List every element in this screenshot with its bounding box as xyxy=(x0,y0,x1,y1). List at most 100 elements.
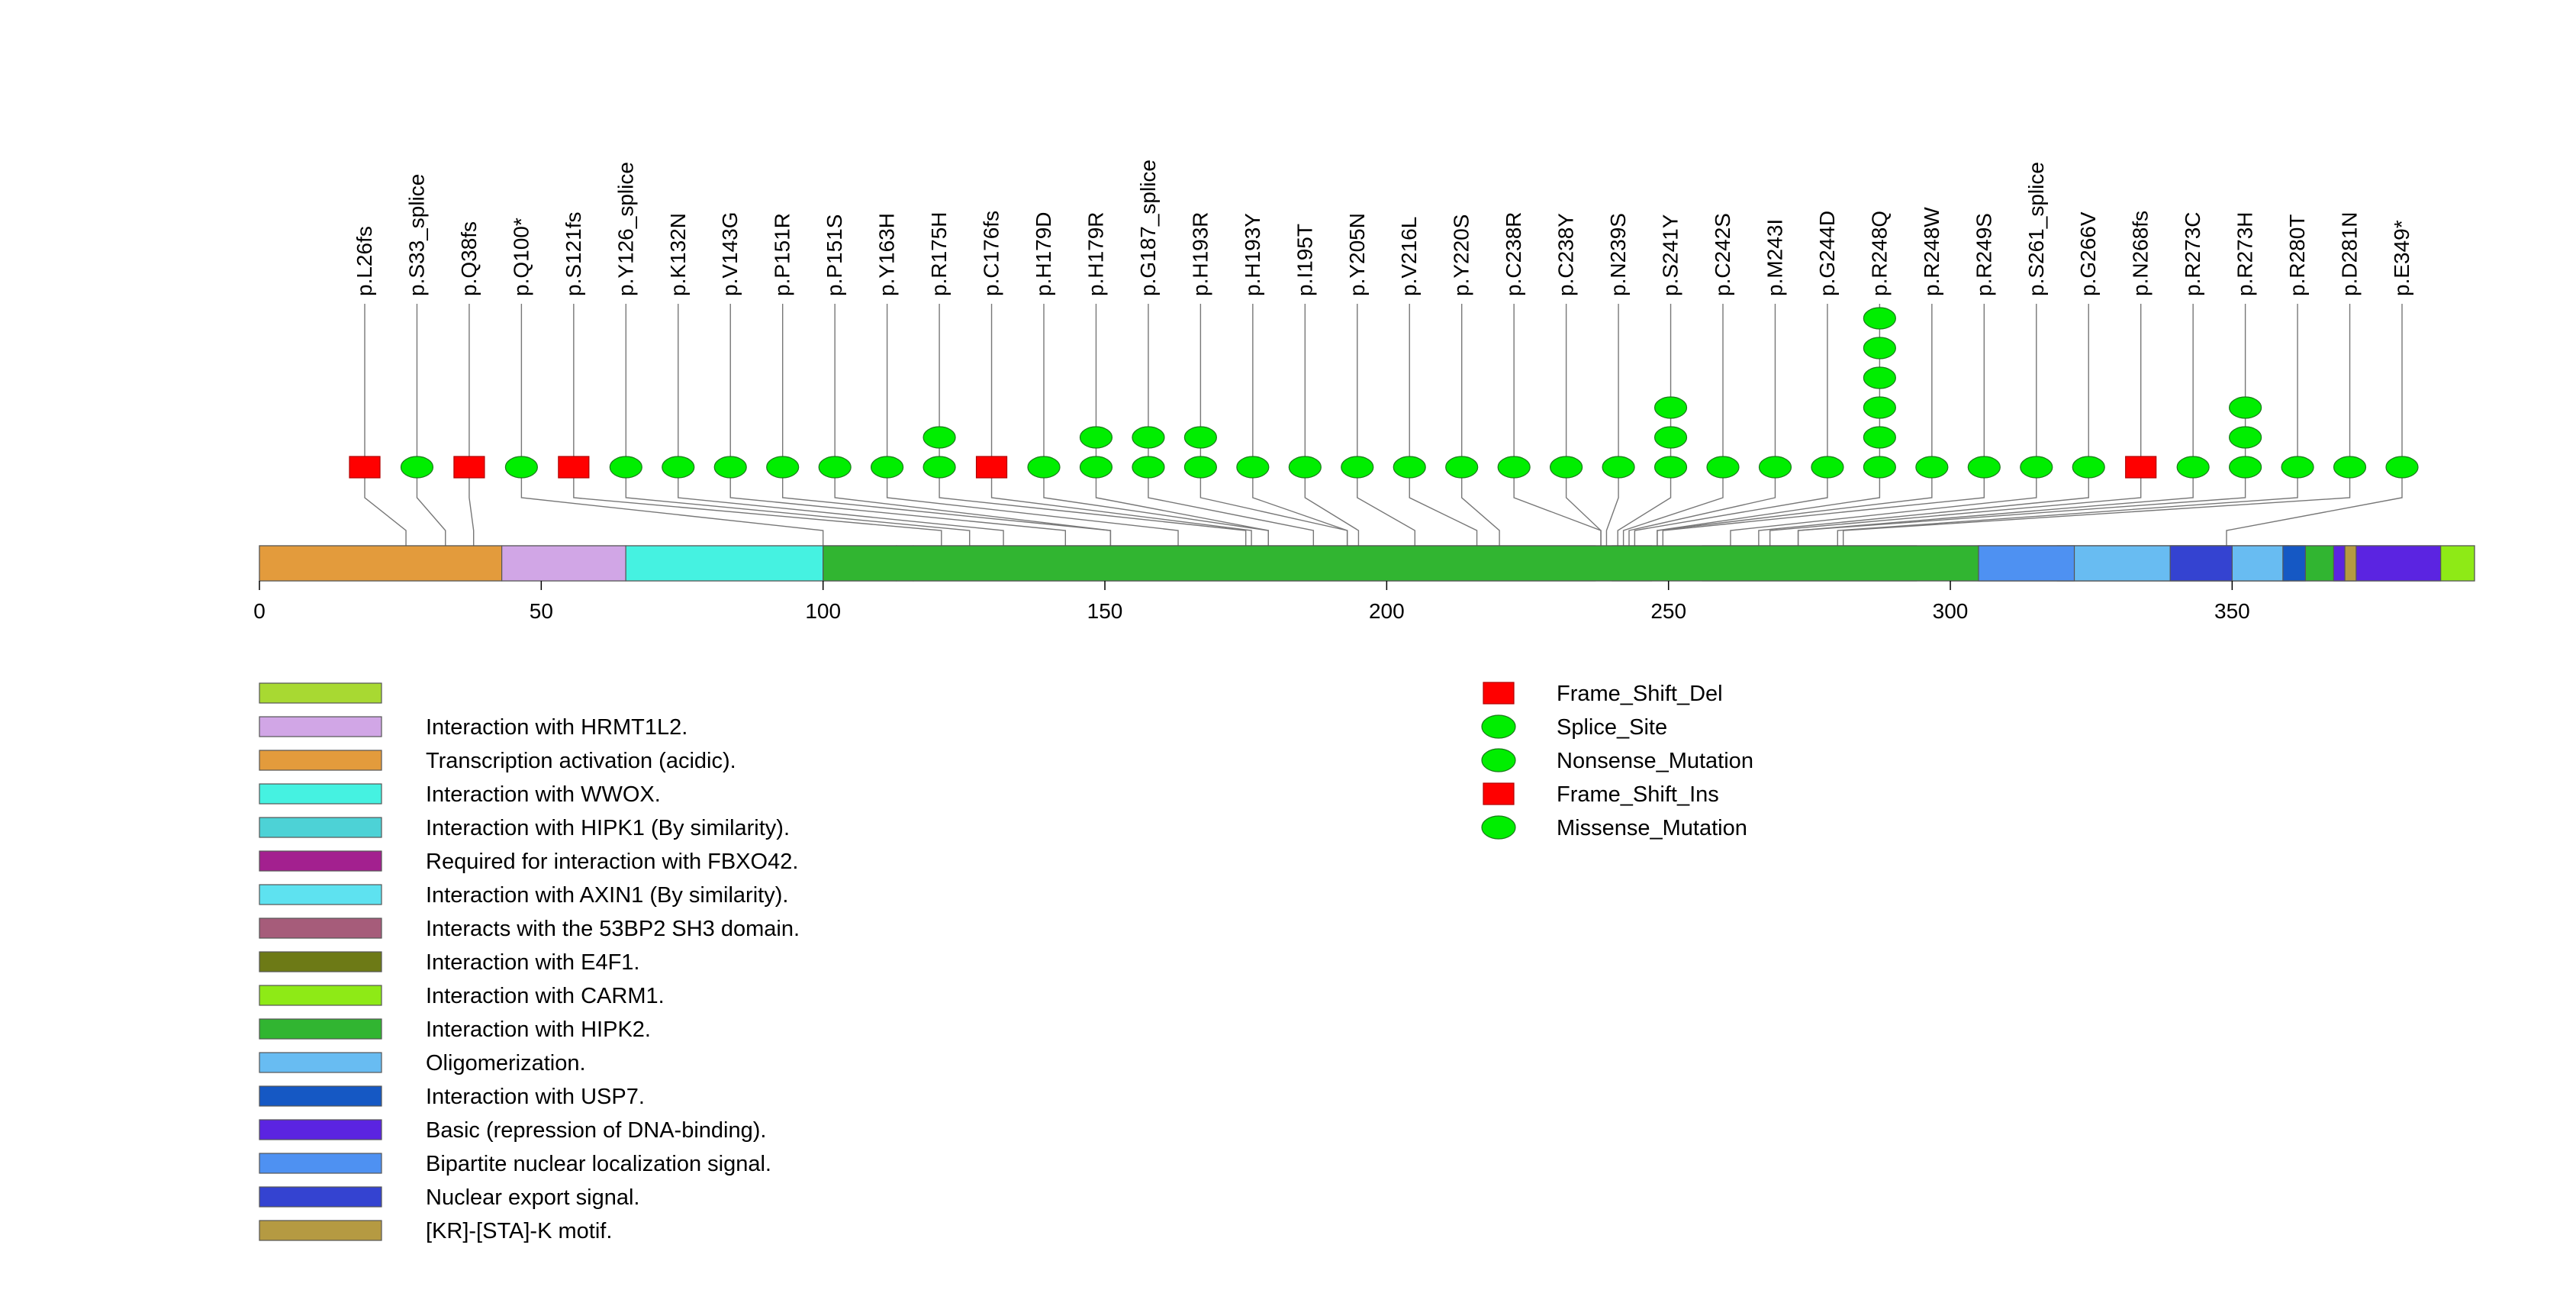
mutation-connector xyxy=(1199,467,1348,546)
mutation-connector xyxy=(625,467,971,546)
legend-label: Interaction with WWOX. xyxy=(426,782,661,807)
mutation-marker xyxy=(1863,456,1896,479)
mutation-connector xyxy=(1628,467,1776,546)
legend-label: Interaction with HIPK1 (By similarity). xyxy=(426,816,790,840)
legend-label: Interacts with the 53BP2 SH3 domain. xyxy=(426,917,800,941)
mutation-marker xyxy=(923,456,956,479)
mutation-label: p.G244D xyxy=(1815,211,1839,296)
mutation-connector xyxy=(1148,467,1315,546)
legend-swatch xyxy=(259,817,382,838)
mutation-marker xyxy=(818,456,852,479)
domain-segment xyxy=(625,545,824,582)
mutation-label: p.S121fs xyxy=(562,211,585,296)
mutation-marker xyxy=(1706,456,1740,479)
mutation-marker xyxy=(1497,456,1531,479)
mutation-marker xyxy=(1183,456,1217,479)
domain-segment xyxy=(2169,545,2233,582)
mutation-label: p.N268fs xyxy=(2129,211,2153,296)
mutation-label: p.P151R xyxy=(771,213,794,296)
mutation-marker xyxy=(2229,396,2262,419)
mutation-label: p.L26fs xyxy=(353,226,376,296)
mutation-marker xyxy=(766,456,800,479)
mutation-connector xyxy=(1460,467,1500,546)
mutation-label: p.P151S xyxy=(823,214,846,296)
legend-label: Basic (repression of DNA-binding). xyxy=(426,1118,766,1143)
mutation-marker xyxy=(1653,396,1688,419)
legend-swatch xyxy=(259,951,382,972)
mutation-connector xyxy=(573,467,942,546)
legend-label: Interaction with HIPK2. xyxy=(426,1017,651,1042)
mutation-marker xyxy=(2229,426,2262,449)
mutation-label: p.R248Q xyxy=(1867,211,1891,296)
legend-label: Bipartite nuclear localization signal. xyxy=(426,1152,771,1176)
domain-segment xyxy=(1978,545,2075,582)
mutation-label: p.S261_splice xyxy=(2024,162,2048,296)
mutation-marker xyxy=(713,456,747,479)
mutation-label: p.C176fs xyxy=(980,211,1003,296)
mutation-marker xyxy=(1079,426,1113,449)
mutation-marker xyxy=(2020,456,2053,479)
legend-swatch xyxy=(259,850,382,872)
legend-label: Frame_Shift_Ins xyxy=(1557,782,1719,807)
legend-label: Missense_Mutation xyxy=(1557,816,1747,840)
mutation-label: p.R175H xyxy=(927,211,951,296)
mutation-marker xyxy=(1027,456,1061,479)
mutation-marker xyxy=(2333,456,2367,479)
x-tick-label: 350 xyxy=(2214,599,2250,623)
mutation-label: p.Y205N xyxy=(1345,213,1369,296)
mutation-marker xyxy=(1863,307,1896,330)
mutation-label: p.R249S xyxy=(1972,213,1995,296)
legend-swatch xyxy=(259,682,382,704)
protein-backbone xyxy=(259,545,2475,582)
mutation-marker xyxy=(1132,456,1165,479)
mutation-label: p.C238Y xyxy=(1554,213,1578,296)
mutation-connector xyxy=(939,467,1247,546)
mutation-label: p.G266V xyxy=(2076,211,2100,296)
mutation-connector xyxy=(364,467,407,546)
mutation-connector xyxy=(469,467,475,546)
mutation-connector xyxy=(1657,467,1881,546)
legend-swatch xyxy=(259,1119,382,1140)
legend-label: Transcription activation (acidic). xyxy=(426,749,736,773)
mutation-marker xyxy=(400,456,434,479)
x-tick-label: 250 xyxy=(1650,599,1686,623)
mutation-label: p.E349* xyxy=(2390,220,2413,296)
mutation-marker xyxy=(1653,426,1688,449)
mutation-connector xyxy=(729,467,1067,546)
mutation-labels: p.L26fs p.S33_splice p.Q38fs p.Q100* p.S121f… xyxy=(353,160,2413,296)
x-tick-label: 200 xyxy=(1369,599,1405,623)
mutation-label: p.S241Y xyxy=(1659,214,1682,296)
mutation-connector xyxy=(1797,467,2246,546)
mutation-marker xyxy=(1445,456,1479,479)
mutation-connector xyxy=(1622,467,1724,546)
mutation-label: p.Y126_splice xyxy=(613,162,637,296)
legend-marker xyxy=(1483,782,1515,805)
legend-swatch xyxy=(259,985,382,1006)
mutation-marker xyxy=(2229,456,2262,479)
mutation-marker xyxy=(1602,456,1635,479)
mutation-label: p.I195T xyxy=(1293,224,1316,296)
mutation-label: p.R273C xyxy=(2181,211,2204,296)
mutation-label: p.Q100* xyxy=(509,218,533,296)
mutation-marker xyxy=(1288,456,1322,479)
mutation-marker xyxy=(1863,366,1896,389)
legend-marker xyxy=(1483,682,1515,705)
mutation-connector xyxy=(1565,467,1602,546)
mutation-label: p.V216L xyxy=(1397,217,1421,296)
legend-marker xyxy=(1481,815,1516,840)
mutation-connector xyxy=(1043,467,1269,546)
mutation-label: p.D281N xyxy=(2338,211,2362,296)
mutation-connector xyxy=(1409,467,1478,546)
mutation-marker xyxy=(609,456,642,479)
mutation-connector xyxy=(1842,467,2351,546)
mutation-markers xyxy=(349,307,2419,479)
legend-label: Nonsense_Mutation xyxy=(1557,749,1753,773)
mutation-label: p.Y163H xyxy=(875,213,899,296)
x-tick-label: 150 xyxy=(1087,599,1123,623)
mutation-connector xyxy=(1252,467,1348,546)
x-tick-label: 0 xyxy=(253,599,266,623)
mutation-label: p.V143G xyxy=(718,211,742,296)
legend-swatch xyxy=(259,1186,382,1208)
mutation-label: p.H193R xyxy=(1188,211,1212,296)
frameshift-marker xyxy=(349,456,381,479)
